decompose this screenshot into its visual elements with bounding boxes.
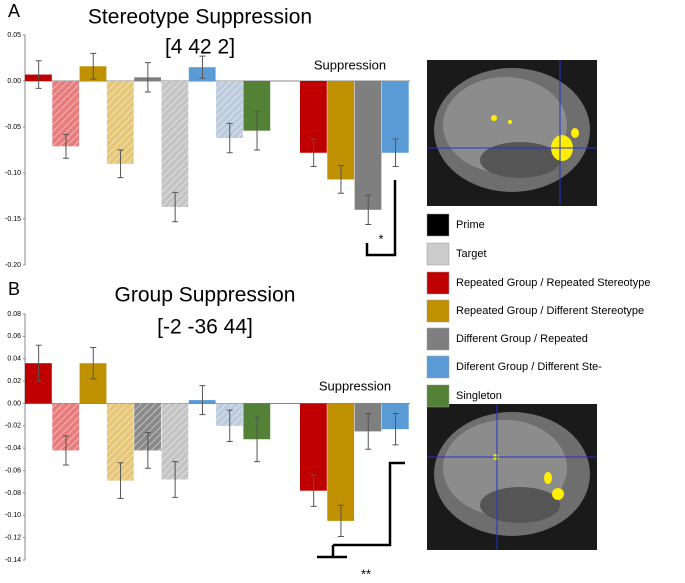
y-tick-label: -0.06 — [5, 467, 21, 474]
error-bar — [117, 149, 124, 179]
chart-title: Stereotype Suppression — [88, 6, 312, 29]
error-bar — [172, 191, 179, 223]
significance: * — [378, 231, 383, 246]
bar — [327, 403, 355, 521]
y-tick-label: -0.04 — [5, 445, 21, 452]
y-tick-label: -0.10 — [5, 170, 21, 177]
y-tick-label: 0.00 — [7, 400, 21, 407]
chart-title: Group Suppression — [115, 284, 296, 307]
error-bar — [226, 409, 233, 442]
error-bar — [199, 385, 206, 416]
error-bar — [172, 461, 179, 498]
bar — [354, 81, 382, 210]
legend-swatch — [426, 384, 450, 408]
panel-label: B — [8, 279, 20, 299]
error-bar — [310, 474, 317, 507]
legend-swatch — [426, 299, 450, 323]
bracket-b — [317, 461, 405, 559]
error-bar — [254, 110, 261, 151]
legend-label: Target — [456, 248, 487, 260]
y-tick-label: 0.04 — [7, 356, 21, 363]
annotation: Suppression — [319, 378, 391, 393]
y-tick-label: -0.08 — [5, 490, 21, 497]
legend-label: Repeated Group / Repeated Stereotype — [456, 277, 650, 289]
legend-swatch — [426, 242, 450, 266]
legend-swatch — [426, 213, 450, 237]
error-bar — [144, 62, 151, 93]
legend-label: Singleton — [456, 390, 502, 402]
brain-image-a — [427, 60, 597, 206]
bar — [327, 81, 355, 180]
error-bar — [62, 133, 69, 159]
error-bar — [62, 435, 69, 466]
y-tick-label: -0.02 — [5, 423, 21, 430]
y-tick-label: -0.15 — [5, 216, 21, 223]
error-bar — [254, 416, 261, 463]
annotation: Suppression — [314, 57, 386, 72]
legend-label: Diferent Group / Different Ste- — [456, 361, 602, 373]
error-bar — [337, 504, 344, 538]
y-tick-label: -0.12 — [5, 534, 21, 541]
legend-label: Prime — [456, 219, 485, 231]
bracket-a — [365, 180, 397, 257]
y-tick-label: -0.05 — [5, 124, 21, 131]
brain-image-b — [427, 404, 597, 550]
legend-swatch — [426, 355, 450, 379]
error-bar — [90, 52, 97, 80]
error-bar — [90, 347, 97, 380]
error-bar — [337, 165, 344, 194]
error-bar — [199, 55, 206, 79]
y-tick-label: -0.14 — [5, 557, 21, 564]
legend-label: Repeated Group / Different Stereotype — [456, 305, 644, 317]
error-bar — [392, 413, 399, 446]
error-bar — [365, 413, 372, 450]
legend-swatch — [426, 327, 450, 351]
y-tick-label: 0.05 — [7, 32, 21, 39]
significance: ** — [361, 566, 371, 581]
legend-swatch — [426, 271, 450, 295]
y-tick-label: 0.08 — [7, 311, 21, 318]
y-tick-label: -0.20 — [5, 262, 21, 269]
error-bar — [392, 138, 399, 168]
error-bar — [365, 194, 372, 226]
chart-subtitle: [-2 -36 44] — [157, 316, 253, 339]
y-tick-label: 0.00 — [7, 78, 21, 85]
panel-label: A — [8, 1, 20, 21]
legend-label: Different Group / Repeated — [456, 333, 588, 345]
y-tick-label: -0.10 — [5, 512, 21, 519]
error-bar — [226, 122, 233, 154]
error-bar — [144, 432, 151, 469]
error-bar — [35, 344, 42, 382]
bar-hatch — [161, 81, 189, 208]
error-bar — [35, 60, 42, 89]
chart-subtitle: [4 42 2] — [165, 36, 235, 59]
error-bar — [310, 138, 317, 168]
y-tick-label: 0.02 — [7, 378, 21, 385]
error-bar — [117, 462, 124, 499]
y-tick-label: 0.06 — [7, 333, 21, 340]
